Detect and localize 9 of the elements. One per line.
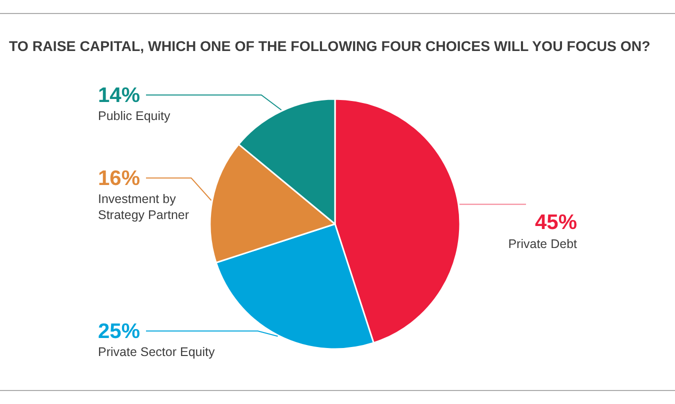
data-label: 14% xyxy=(98,84,140,107)
slice-label: Public Equity xyxy=(98,109,172,123)
slice-label: Investment by Strategy Partner xyxy=(98,192,190,222)
data-label: 16% xyxy=(98,167,140,190)
data-label: 45% xyxy=(534,211,578,234)
chart-title: TO RAISE CAPITAL, WHICH ONE OF THE FOLLOWING FOUR CHOICES WILL YOU FOCUS ON? xyxy=(9,39,650,55)
slice-label: Private Sector Equity xyxy=(98,345,216,359)
slice-label: Private Debt xyxy=(508,237,578,251)
data-label: 25% xyxy=(98,320,140,343)
